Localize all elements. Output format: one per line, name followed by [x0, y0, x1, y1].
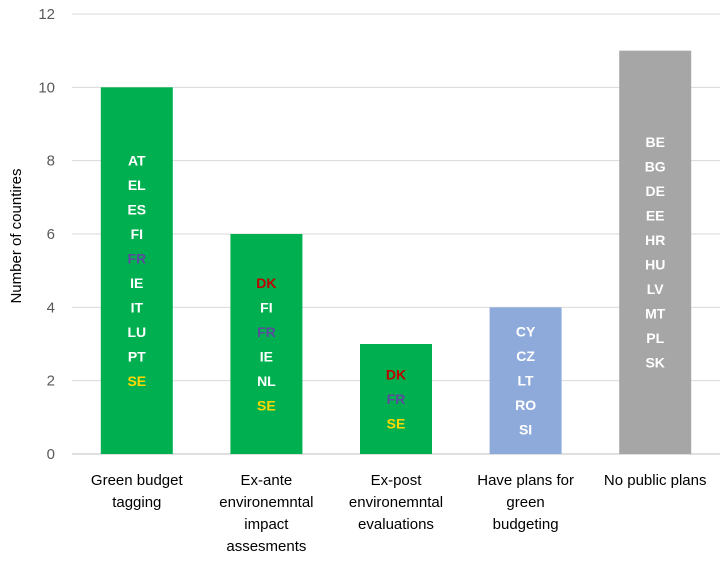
bar-country-label: HU: [645, 257, 665, 273]
bar-country-label: FR: [257, 324, 276, 340]
bar-country-label: BG: [645, 159, 666, 175]
y-tick-label: 6: [47, 226, 55, 243]
bar: [100, 87, 173, 454]
y-axis-title: Number of countires: [8, 168, 25, 303]
y-tick-label: 8: [47, 153, 55, 170]
y-tick-label: 12: [38, 6, 55, 23]
bar-country-label: CZ: [516, 348, 535, 364]
bar: [489, 307, 562, 454]
bar-country-label: DK: [256, 275, 276, 291]
bar-country-label: EE: [646, 208, 665, 224]
bar-country-label: RO: [515, 397, 536, 413]
x-category-label: Green budget tagging: [91, 472, 184, 511]
bar-country-label: CY: [516, 324, 536, 340]
bar-country-label: SK: [645, 355, 664, 371]
bar-country-label: SI: [519, 422, 532, 438]
bar-country-label: HR: [645, 232, 665, 248]
bar-country-label: PT: [128, 348, 146, 364]
y-axis-ticks: 0 2 4 6 8 10 12: [38, 6, 55, 463]
bar-country-label: ES: [127, 201, 146, 217]
bar-country-label: FR: [127, 250, 146, 266]
bar-country-label: SE: [127, 373, 146, 389]
bar-country-label: AT: [128, 152, 146, 168]
bar-country-labels: AT EL ES FI FR IE IT LU PT SE DK FI FR IE NL SE DK FR SE CY…: [127, 134, 665, 438]
y-tick-label: 4: [47, 299, 55, 316]
bar-country-label: DK: [386, 367, 406, 383]
x-category-label: Ex-post environemntal evaluations: [349, 472, 443, 533]
bar: [230, 234, 303, 454]
bar-country-label: BE: [645, 134, 664, 150]
bar-country-label: SE: [257, 397, 276, 413]
bars: [100, 50, 692, 455]
bar-country-label: IE: [130, 275, 143, 291]
bar-country-label: PL: [646, 330, 664, 346]
bar-country-label: MT: [645, 306, 666, 322]
bar-country-label: FI: [260, 299, 272, 315]
x-category-label: Ex-ante environemntal impact assesments: [219, 472, 313, 555]
x-axis-categories: Green budget tagging Ex-ante environemntal i…: [91, 472, 707, 555]
x-category-label: Have plans for green budgeting: [477, 472, 574, 533]
bar-country-label: SE: [387, 416, 406, 432]
bar-country-label: EL: [128, 177, 146, 193]
bar-country-label: LV: [647, 281, 665, 297]
bar-country-label: NL: [257, 373, 276, 389]
bar-country-label: LT: [518, 373, 535, 389]
bar: [619, 50, 692, 455]
bar-country-label: DE: [645, 183, 664, 199]
y-tick-label: 0: [47, 446, 55, 463]
gridlines: [72, 13, 720, 455]
y-tick-label: 10: [38, 79, 55, 96]
bar-country-label: IT: [131, 299, 144, 315]
y-tick-label: 2: [47, 373, 55, 390]
bar-country-label: LU: [127, 324, 146, 340]
x-category-label: No public plans: [604, 472, 707, 489]
bar-country-label: FR: [387, 391, 406, 407]
bar: [360, 344, 432, 454]
bar-country-label: IE: [260, 348, 273, 364]
bar-country-label: FI: [131, 226, 143, 242]
